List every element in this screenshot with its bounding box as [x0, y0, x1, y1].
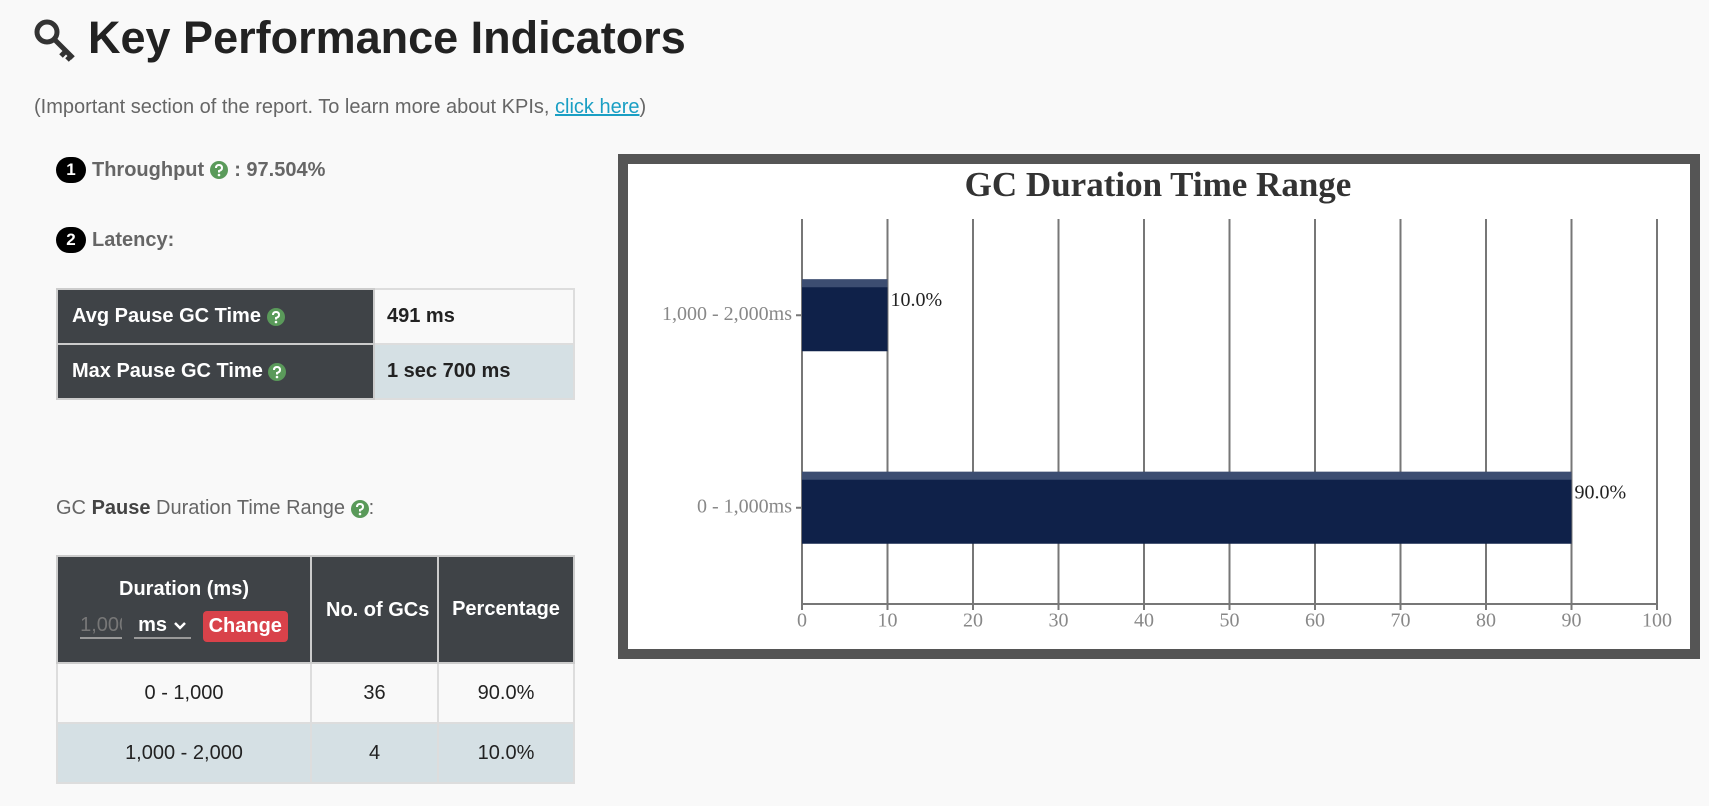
- x-tick-label: 80: [1476, 610, 1496, 632]
- range-heading: GC Pause Duration Time Range :: [56, 497, 374, 520]
- intro-note: (Important section of the report. To lea…: [34, 96, 646, 119]
- value-label: 10.0%: [891, 289, 943, 311]
- badge: 2: [56, 227, 86, 253]
- cell: 90.0%: [437, 662, 575, 724]
- bar: [802, 279, 888, 352]
- header: Percentage: [437, 555, 575, 664]
- text: GC: [56, 497, 92, 519]
- x-tick-label: 20: [963, 610, 983, 632]
- cell: 36: [310, 662, 439, 724]
- label: Throughput: [92, 158, 205, 181]
- cell: 0 - 1,000: [56, 662, 312, 724]
- latency-table: Avg Pause GC Time 491 ms Max Pause GC Ti…: [56, 288, 575, 400]
- cell: 10.0%: [437, 722, 575, 784]
- row-label: Avg Pause GC Time: [56, 288, 375, 345]
- text: :: [368, 497, 375, 519]
- text: ms: [138, 613, 167, 636]
- help-icon[interactable]: [267, 308, 285, 326]
- y-tick-label: 0 - 1,000ms: [697, 495, 792, 517]
- text: Duration Time Range: [150, 497, 346, 519]
- note-text: ): [639, 96, 647, 118]
- help-icon[interactable]: [210, 161, 228, 179]
- chevron: [173, 621, 186, 630]
- x-tick-label: 10: [878, 610, 898, 632]
- label: Latency:: [92, 228, 175, 251]
- row-value: 491 ms: [373, 288, 575, 345]
- y-tick-label: 1,000 - 2,000ms: [662, 303, 792, 325]
- x-tick-label: 40: [1134, 610, 1154, 632]
- key-icon: [34, 19, 75, 62]
- value-label: 90.0%: [1575, 481, 1627, 503]
- note-text: (Important section of the report. To lea…: [34, 96, 556, 118]
- bar-highlight: [802, 471, 1572, 480]
- badge: 1: [56, 157, 86, 183]
- row-value: 1 sec 700 ms: [373, 343, 575, 400]
- x-tick-label: 100: [1642, 610, 1672, 632]
- text: Pause: [91, 497, 151, 519]
- bar: [802, 471, 1572, 544]
- x-tick-label: 60: [1305, 610, 1325, 632]
- help-icon[interactable]: [268, 363, 286, 381]
- x-tick-label: 70: [1391, 610, 1411, 632]
- chart: GC Duration Time Range 0 10 20 30 40 50 60 70 80…: [662, 165, 1672, 632]
- text: Avg Pause GC Time: [72, 305, 261, 327]
- chart-frame: GC Duration Time Range 0 10 20 30 40 50 60 70 80…: [618, 154, 1700, 659]
- text: Max Pause GC Time: [72, 360, 263, 382]
- input[interactable]: 1,000: [80, 614, 123, 639]
- header: Duration (ms) 1,000 ms Change: [56, 555, 312, 664]
- x-tick-label: 30: [1049, 610, 1069, 632]
- controls: 1,000 ms Change: [59, 610, 309, 642]
- range-table: Duration (ms) 1,000 ms Change No. of GCs…: [56, 555, 575, 784]
- unit-select[interactable]: ms: [134, 613, 191, 639]
- cell: 1,000 - 2,000: [56, 722, 312, 784]
- cell: 4: [310, 722, 439, 784]
- x-tick-label: 0: [797, 610, 807, 632]
- header: No. of GCs: [310, 555, 439, 664]
- kpi-link[interactable]: click here: [555, 96, 640, 118]
- throughput: 1 Throughput : 97.504%: [56, 157, 325, 183]
- x-tick-label: 50: [1220, 610, 1240, 632]
- bar-highlight: [802, 279, 888, 288]
- help-icon[interactable]: [351, 500, 369, 518]
- chart-title: GC Duration Time Range: [965, 165, 1352, 204]
- x-tick-label: 90: [1562, 610, 1582, 632]
- latency: 2 Latency:: [56, 227, 174, 253]
- text: Duration (ms): [119, 577, 249, 600]
- change-button[interactable]: Change: [202, 610, 288, 642]
- page-title: Key Performance Indicators: [88, 12, 686, 63]
- value: : 97.504%: [234, 158, 326, 181]
- row-label: Max Pause GC Time: [56, 343, 375, 400]
